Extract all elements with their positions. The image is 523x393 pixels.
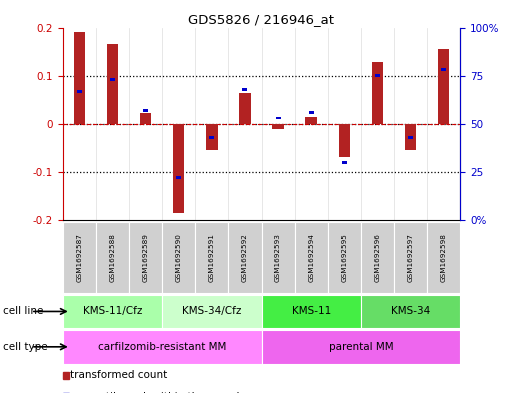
Text: GSM1692588: GSM1692588 <box>109 233 116 282</box>
Title: GDS5826 / 216946_at: GDS5826 / 216946_at <box>188 13 335 26</box>
Text: GSM1692593: GSM1692593 <box>275 233 281 282</box>
Bar <box>394 222 427 293</box>
Bar <box>77 90 82 92</box>
Bar <box>162 222 195 293</box>
Text: GSM1692597: GSM1692597 <box>407 233 414 282</box>
Bar <box>309 111 314 114</box>
Bar <box>427 222 460 293</box>
Text: percentile rank within the sample: percentile rank within the sample <box>70 392 246 393</box>
Bar <box>294 222 328 293</box>
Bar <box>63 222 96 293</box>
Text: GSM1692589: GSM1692589 <box>143 233 149 282</box>
Bar <box>229 222 262 293</box>
Bar <box>361 295 460 328</box>
Text: transformed count: transformed count <box>70 370 167 380</box>
Bar <box>107 44 118 124</box>
Bar <box>405 124 416 150</box>
Text: KMS-11/Cfz: KMS-11/Cfz <box>83 307 142 316</box>
Bar <box>408 136 413 139</box>
Bar <box>272 124 284 129</box>
Bar <box>209 136 214 139</box>
Bar <box>338 124 350 158</box>
Bar <box>74 32 85 124</box>
Bar <box>441 68 446 71</box>
Bar <box>276 117 280 119</box>
Bar <box>328 222 361 293</box>
Bar <box>129 222 162 293</box>
Text: GSM1692598: GSM1692598 <box>441 233 447 282</box>
Text: cell type: cell type <box>3 342 47 352</box>
Bar <box>63 295 162 328</box>
Text: parental MM: parental MM <box>328 342 393 352</box>
Bar <box>438 49 449 124</box>
Bar <box>195 222 229 293</box>
Bar <box>262 330 460 364</box>
Text: KMS-34: KMS-34 <box>391 307 430 316</box>
Bar <box>342 161 347 164</box>
Bar <box>143 109 148 112</box>
Bar <box>375 74 380 77</box>
Bar <box>176 176 181 179</box>
Text: GSM1692595: GSM1692595 <box>342 233 347 282</box>
Text: KMS-11: KMS-11 <box>291 307 331 316</box>
Text: GSM1692590: GSM1692590 <box>176 233 181 282</box>
Text: carfilzomib-resistant MM: carfilzomib-resistant MM <box>98 342 226 352</box>
Text: GSM1692592: GSM1692592 <box>242 233 248 282</box>
Text: GSM1692594: GSM1692594 <box>308 233 314 282</box>
Bar <box>110 78 115 81</box>
Bar <box>372 62 383 124</box>
Bar <box>262 295 361 328</box>
Text: GSM1692596: GSM1692596 <box>374 233 380 282</box>
Bar <box>96 222 129 293</box>
Bar <box>262 222 294 293</box>
Text: GSM1692587: GSM1692587 <box>76 233 82 282</box>
Bar <box>63 330 262 364</box>
Text: KMS-34/Cfz: KMS-34/Cfz <box>182 307 242 316</box>
Bar <box>173 124 185 213</box>
Bar <box>361 222 394 293</box>
Bar <box>305 117 317 124</box>
Bar <box>239 92 251 124</box>
Bar <box>206 124 218 150</box>
Text: GSM1692591: GSM1692591 <box>209 233 215 282</box>
Text: cell line: cell line <box>3 307 43 316</box>
Bar <box>140 113 151 124</box>
Bar <box>162 295 262 328</box>
Bar <box>243 88 247 90</box>
